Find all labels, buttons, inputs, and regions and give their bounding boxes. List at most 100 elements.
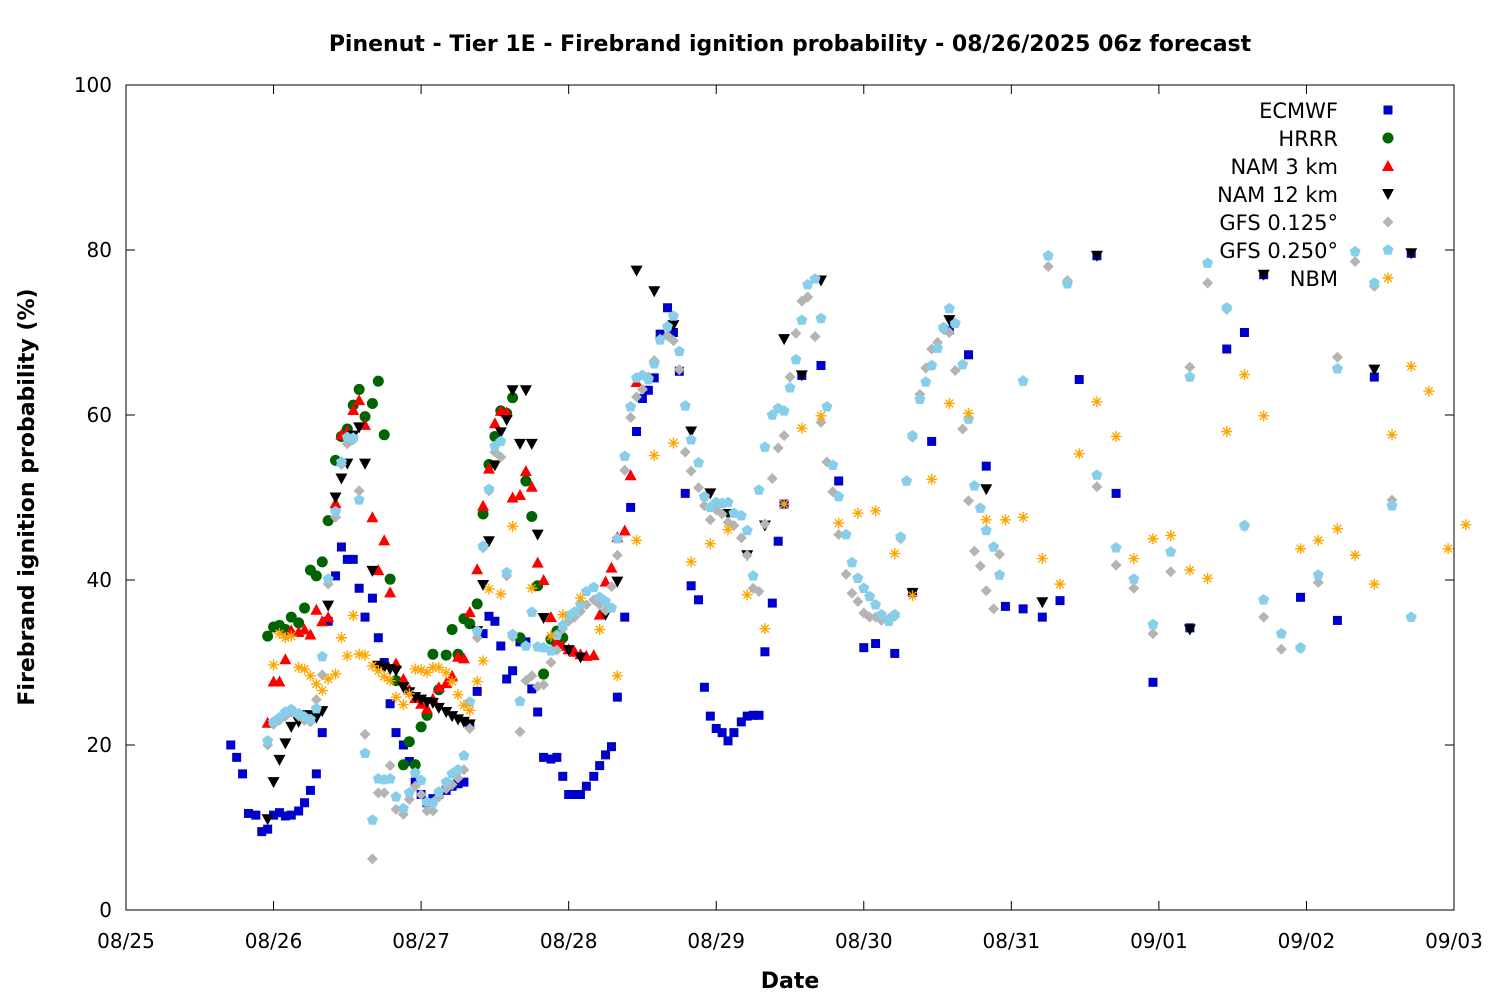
legend-marker <box>1382 272 1394 284</box>
series-nbm <box>268 360 1472 716</box>
data-point <box>1017 511 1029 523</box>
data-point <box>729 728 739 738</box>
data-point <box>432 702 445 714</box>
data-point <box>809 273 821 284</box>
data-point <box>1018 604 1028 614</box>
data-point <box>864 611 876 623</box>
data-point <box>833 529 845 541</box>
data-point <box>496 641 506 651</box>
data-point <box>667 310 679 321</box>
data-point <box>570 790 580 799</box>
data-point <box>507 392 519 404</box>
y-tick-label: 60 <box>87 403 112 427</box>
data-point <box>359 411 371 423</box>
data-point <box>226 740 236 750</box>
data-point <box>932 342 944 353</box>
data-point <box>1295 641 1307 653</box>
data-point <box>852 595 864 607</box>
data-point <box>778 334 791 346</box>
x-tick-label: 08/26 <box>245 929 303 953</box>
data-point <box>354 583 364 593</box>
data-point <box>294 806 304 816</box>
data-point <box>980 514 992 526</box>
data-point <box>1386 499 1398 511</box>
data-point <box>427 805 439 817</box>
data-point <box>458 699 470 711</box>
legend-marker <box>1382 216 1394 228</box>
data-point <box>1128 553 1140 565</box>
data-point <box>626 502 636 512</box>
data-point <box>538 679 550 691</box>
data-point <box>397 802 409 814</box>
data-point <box>668 328 678 337</box>
data-point <box>686 581 696 591</box>
data-point <box>802 291 814 303</box>
data-point <box>716 508 728 520</box>
data-point <box>336 542 346 552</box>
data-point <box>538 668 550 680</box>
data-point <box>943 302 955 314</box>
data-point <box>611 670 623 682</box>
data-point <box>403 736 415 748</box>
data-point <box>471 598 483 610</box>
data-point <box>722 524 734 536</box>
data-point <box>342 554 352 564</box>
data-point <box>1349 549 1361 561</box>
data-point <box>366 397 378 409</box>
data-point <box>1128 573 1140 584</box>
data-point <box>1258 594 1270 605</box>
data-point <box>1405 248 1418 260</box>
data-point <box>968 545 980 557</box>
data-point <box>459 777 469 787</box>
series-ecmwf <box>226 248 1416 837</box>
data-point <box>760 647 770 657</box>
data-point <box>452 763 464 775</box>
data-point <box>330 505 342 517</box>
data-point <box>384 586 397 598</box>
data-point <box>1091 469 1103 480</box>
legend-label: NBM <box>1290 267 1338 291</box>
data-point <box>1312 569 1324 580</box>
data-point <box>1183 624 1196 636</box>
data-point <box>490 616 500 626</box>
data-point <box>846 587 858 599</box>
data-point <box>397 673 410 684</box>
data-point <box>625 411 637 423</box>
data-point <box>514 726 526 738</box>
data-point <box>286 810 296 820</box>
data-point <box>322 611 335 623</box>
data-point <box>1000 601 1010 611</box>
data-point <box>1312 534 1324 546</box>
data-point <box>833 490 845 502</box>
data-point <box>495 588 507 600</box>
data-point <box>341 650 353 662</box>
data-point <box>526 510 538 522</box>
data-point <box>1110 542 1122 553</box>
data-point <box>605 602 617 613</box>
data-point <box>562 645 575 657</box>
x-tick-label: 08/27 <box>392 929 450 953</box>
data-point <box>858 582 870 593</box>
data-point <box>347 609 359 621</box>
data-point <box>398 740 408 750</box>
data-point <box>353 494 365 505</box>
data-point <box>1037 612 1047 622</box>
data-point <box>778 498 790 510</box>
data-point <box>384 573 396 585</box>
x-tick-label: 08/29 <box>687 929 745 953</box>
data-point <box>557 609 569 621</box>
data-point <box>397 699 409 711</box>
data-point <box>663 303 673 313</box>
data-point <box>685 433 697 445</box>
data-point <box>988 603 1000 615</box>
data-point <box>359 747 371 758</box>
data-point <box>611 549 623 561</box>
data-point <box>526 606 538 617</box>
data-point <box>1147 618 1159 630</box>
data-point <box>507 520 519 532</box>
data-point <box>322 673 334 685</box>
data-point <box>440 776 452 787</box>
data-point <box>1202 257 1214 268</box>
data-point <box>988 541 1000 552</box>
